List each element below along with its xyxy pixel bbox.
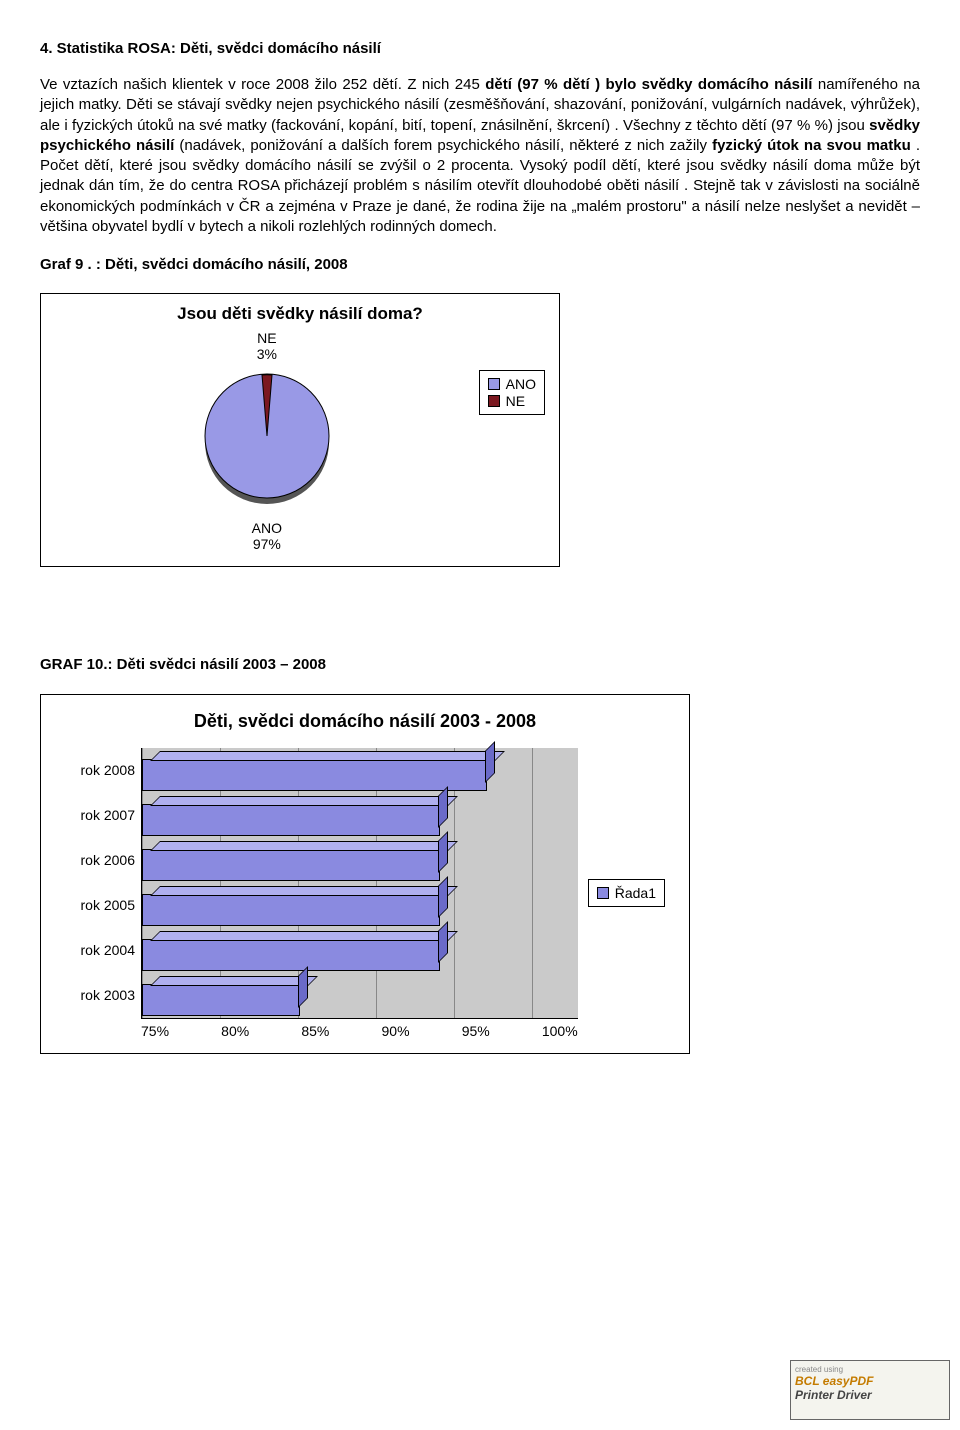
pie-label-ano: ANO 97% (55, 520, 479, 552)
bar-chart-box: Děti, svědci domácího násilí 2003 - 2008… (40, 694, 690, 1054)
legend-label: Řada1 (615, 885, 656, 901)
legend-swatch (488, 378, 500, 390)
pie-chart-svg (192, 364, 342, 514)
bold-text: fyzický útok na svou matku (712, 137, 911, 154)
bar (142, 849, 438, 879)
legend-item: ANO (488, 376, 536, 392)
y-tick-label: rok 2005 (55, 897, 135, 913)
text: Ve vztazích našich klientek v roce 2008 … (40, 76, 485, 93)
text: created using (795, 1365, 945, 1374)
pdf-watermark: created using BCL easyPDF Printer Driver (790, 1360, 950, 1420)
x-tick-label: 75% (141, 1023, 169, 1039)
text: (nadávek, ponižování a dalších forem psy… (174, 137, 712, 154)
x-tick-label: 85% (301, 1023, 329, 1039)
gridline (532, 748, 533, 1018)
legend-label: ANO (506, 376, 536, 392)
y-tick-label: rok 2008 (55, 762, 135, 778)
bar-y-labels: rok 2008 rok 2007 rok 2006 rok 2005 rok 2004… (55, 748, 141, 1018)
chart-caption: GRAF 10.: Děti svědci násilí 2003 – 2008 (40, 655, 920, 675)
bar-x-axis: 75% 80% 85% 90% 95% 100% (55, 1023, 578, 1039)
x-tick-label: 80% (221, 1023, 249, 1039)
section-heading: 4. Statistika ROSA: Děti, svědci domácíh… (40, 40, 920, 57)
pie-chart-title: Jsou děti svědky násilí doma? (55, 304, 545, 324)
pie-legend: ANO NE (479, 370, 545, 415)
legend-item: Řada1 (597, 885, 656, 901)
x-tick-label: 100% (542, 1023, 578, 1039)
bar-chart-title: Děti, svědci domácího násilí 2003 - 2008 (55, 711, 675, 732)
text: ANO (252, 520, 282, 536)
chart-caption: Graf 9 . : Děti, svědci domácího násilí,… (40, 255, 920, 275)
bold-text: dětí (97 % dětí ) bylo svědky domácího n… (485, 76, 812, 93)
legend-label: NE (506, 393, 525, 409)
y-tick-label: rok 2006 (55, 852, 135, 868)
legend-item: NE (488, 393, 536, 409)
bar (142, 804, 438, 834)
text: BCL easyPDF (795, 1374, 945, 1388)
body-paragraph: Ve vztazích našich klientek v roce 2008 … (40, 75, 920, 237)
bar (142, 759, 485, 789)
bar (142, 939, 438, 969)
text: 97% (253, 536, 281, 552)
bar (142, 894, 438, 924)
y-tick-label: rok 2004 (55, 942, 135, 958)
bar-plot-area (141, 748, 578, 1019)
bar-legend: Řada1 (588, 879, 665, 907)
y-tick-label: rok 2007 (55, 807, 135, 823)
x-tick-label: 90% (382, 1023, 410, 1039)
legend-swatch (597, 887, 609, 899)
pie-chart-box: Jsou děti svědky násilí doma? NE 3% ANO … (40, 293, 560, 567)
pie-label-ne: NE 3% (55, 330, 479, 362)
legend-swatch (488, 395, 500, 407)
x-tick-label: 95% (462, 1023, 490, 1039)
bar (142, 984, 298, 1014)
text: NE (257, 330, 276, 346)
text: Printer Driver (795, 1388, 945, 1402)
y-tick-label: rok 2003 (55, 987, 135, 1003)
text: 3% (257, 346, 277, 362)
